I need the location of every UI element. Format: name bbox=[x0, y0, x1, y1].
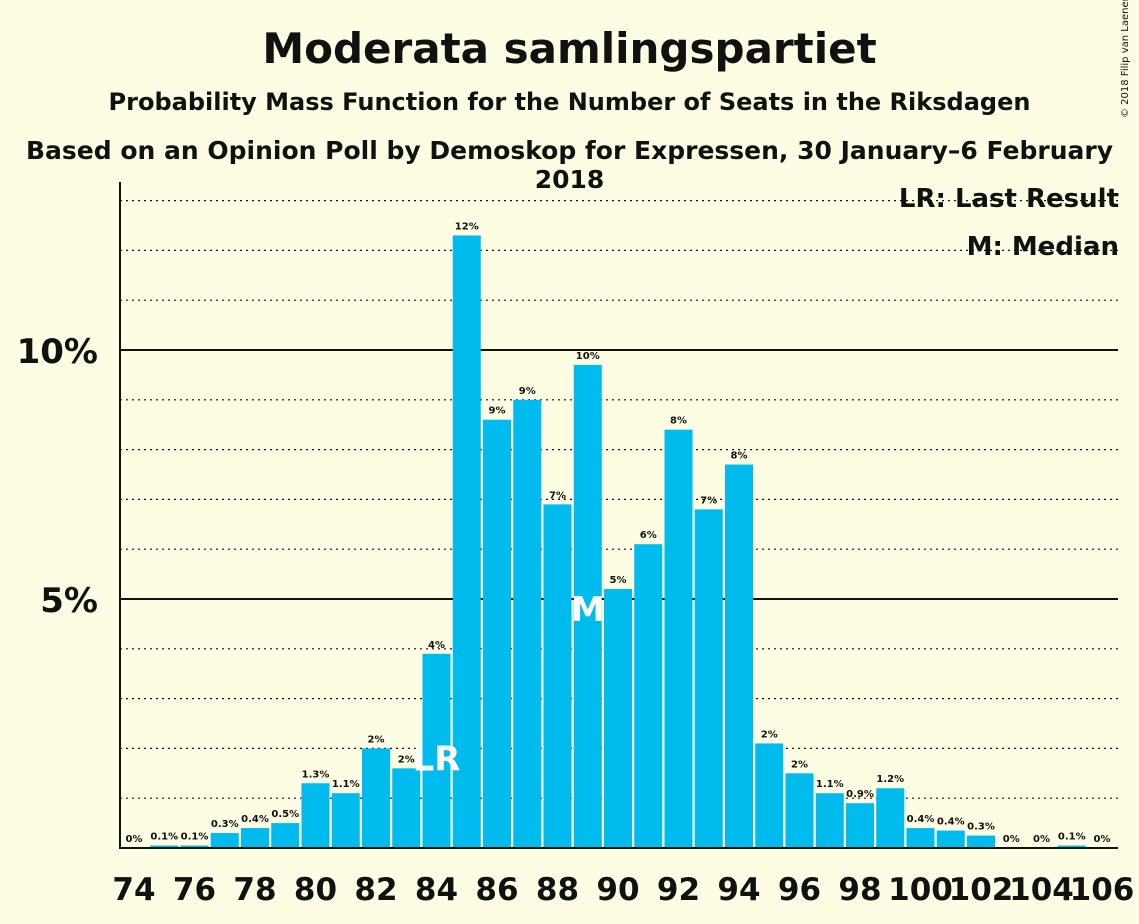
x-tick-label: 74 bbox=[112, 872, 155, 908]
data-label: 1.3% bbox=[302, 769, 330, 780]
x-tick-label: 88 bbox=[536, 872, 579, 908]
bar bbox=[271, 823, 300, 848]
x-tick-label: 92 bbox=[657, 872, 700, 908]
data-label: 0.1% bbox=[1058, 832, 1086, 843]
bar bbox=[755, 743, 784, 848]
data-label: 6% bbox=[640, 530, 657, 541]
bar bbox=[906, 828, 935, 848]
data-label: 1.2% bbox=[876, 774, 904, 785]
bar bbox=[604, 589, 632, 848]
data-label: 9% bbox=[519, 386, 536, 397]
bar bbox=[664, 429, 693, 848]
legend-median: M: Median bbox=[966, 232, 1119, 262]
bar bbox=[180, 845, 209, 848]
bar bbox=[422, 653, 451, 848]
bar bbox=[392, 768, 421, 848]
data-label: 7% bbox=[549, 490, 566, 501]
data-label: 2% bbox=[761, 729, 778, 740]
data-label: 8% bbox=[670, 416, 687, 427]
bar bbox=[785, 773, 814, 848]
data-label: 0.4% bbox=[241, 814, 269, 825]
bar bbox=[210, 833, 239, 848]
bar bbox=[573, 364, 602, 848]
chart-subtitle: Probability Mass Function for the Number… bbox=[108, 88, 1031, 116]
data-label: 10% bbox=[576, 351, 600, 362]
data-label: 0.4% bbox=[907, 814, 935, 825]
data-label: 4% bbox=[428, 640, 445, 651]
bar bbox=[876, 788, 905, 848]
data-label: 0.4% bbox=[937, 817, 965, 828]
x-tick-label: 100 bbox=[888, 872, 953, 908]
bar bbox=[694, 509, 723, 848]
bar bbox=[967, 835, 995, 848]
bar bbox=[301, 783, 330, 848]
x-tick-label: 106 bbox=[1070, 872, 1135, 908]
data-label: 0% bbox=[1033, 834, 1050, 845]
chart-title: Moderata samlingspartiet bbox=[262, 24, 877, 73]
data-label: 0.1% bbox=[150, 832, 178, 843]
data-label: 12% bbox=[455, 221, 479, 232]
bar bbox=[815, 793, 844, 848]
bar bbox=[1057, 845, 1086, 848]
data-label: 9% bbox=[489, 406, 506, 417]
x-tick-label: 96 bbox=[778, 872, 821, 908]
x-tick-label: 102 bbox=[949, 872, 1014, 908]
bar bbox=[936, 830, 965, 848]
data-label: 1.1% bbox=[332, 779, 360, 790]
data-label: 0.3% bbox=[967, 822, 995, 833]
data-label: 7% bbox=[700, 495, 717, 506]
data-label: 8% bbox=[731, 451, 748, 462]
bar bbox=[846, 803, 874, 848]
x-tick-label: 98 bbox=[838, 872, 881, 908]
data-label: 2% bbox=[398, 754, 415, 765]
legend-last-result: LR: Last Result bbox=[898, 184, 1119, 214]
data-label: 0% bbox=[1094, 834, 1111, 845]
x-tick-label: 104 bbox=[1009, 872, 1074, 908]
bar bbox=[483, 419, 511, 848]
data-label: 2% bbox=[791, 759, 808, 770]
median-marker: M bbox=[571, 590, 605, 630]
bar bbox=[362, 748, 390, 848]
data-label: 5% bbox=[610, 575, 627, 586]
bar bbox=[513, 399, 542, 848]
x-tick-label: 82 bbox=[354, 872, 397, 908]
data-label: 2% bbox=[368, 734, 385, 745]
bar bbox=[725, 464, 753, 848]
data-label: 0.9% bbox=[846, 789, 874, 800]
data-label: 0.1% bbox=[181, 832, 209, 843]
x-tick-label: 86 bbox=[475, 872, 518, 908]
data-label: 0.3% bbox=[211, 819, 239, 830]
bar bbox=[241, 828, 269, 848]
y-tick-label: 10% bbox=[17, 332, 98, 372]
bar bbox=[150, 845, 179, 848]
x-tick-label: 94 bbox=[717, 872, 760, 908]
x-tick-label: 80 bbox=[294, 872, 337, 908]
bar bbox=[543, 504, 572, 848]
bar bbox=[331, 793, 360, 848]
data-label: 1.1% bbox=[816, 779, 844, 790]
x-tick-label: 84 bbox=[415, 872, 458, 908]
data-label: 0.5% bbox=[271, 809, 299, 820]
data-label: 0% bbox=[1003, 834, 1020, 845]
x-tick-label: 76 bbox=[173, 872, 216, 908]
x-tick-label: 90 bbox=[596, 872, 639, 908]
chart-source-line: Based on an Opinion Poll by Demoskop for… bbox=[25, 136, 1114, 194]
x-tick-label: 78 bbox=[233, 872, 276, 908]
bar bbox=[452, 235, 481, 848]
last-result-marker: LR bbox=[413, 739, 461, 779]
bar bbox=[634, 544, 663, 848]
data-label: 0% bbox=[126, 834, 143, 845]
y-tick-label: 5% bbox=[40, 581, 98, 621]
